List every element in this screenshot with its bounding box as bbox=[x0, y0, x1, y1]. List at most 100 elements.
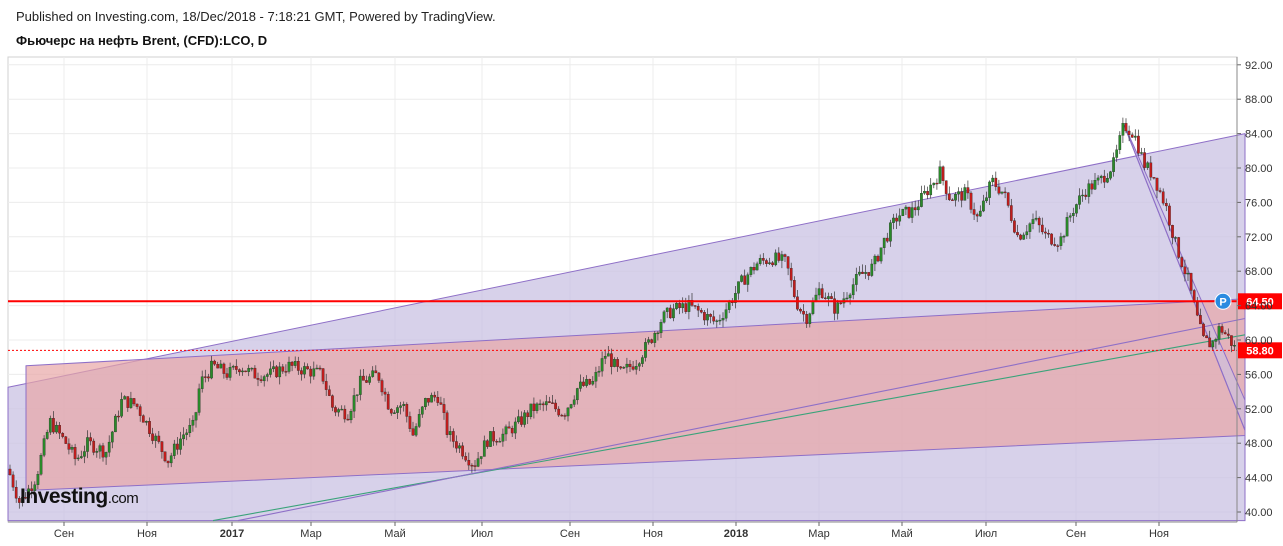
candle-body bbox=[461, 445, 464, 457]
candle-body bbox=[1099, 175, 1103, 179]
candle-body bbox=[904, 206, 908, 210]
candle-body bbox=[808, 313, 812, 324]
candle-body bbox=[343, 408, 347, 420]
candle-body bbox=[244, 370, 247, 373]
candle-body bbox=[684, 303, 688, 312]
green-trendline bbox=[212, 334, 1246, 522]
candle-body bbox=[1034, 217, 1038, 220]
candle-body bbox=[489, 431, 492, 447]
candle-body bbox=[1115, 149, 1119, 158]
candle-body bbox=[737, 281, 740, 294]
candle-body bbox=[114, 415, 117, 433]
candle-body bbox=[923, 191, 926, 194]
candle-body bbox=[625, 363, 629, 368]
candle-body bbox=[160, 441, 164, 452]
candle-body bbox=[544, 401, 548, 406]
candle-body bbox=[969, 192, 973, 210]
candle-body bbox=[1226, 333, 1230, 336]
candle-body bbox=[823, 297, 827, 300]
candle-body bbox=[293, 361, 297, 366]
candle-body bbox=[656, 332, 660, 335]
candle-body bbox=[820, 288, 824, 299]
candle-body bbox=[606, 353, 610, 357]
candle-body bbox=[231, 365, 235, 368]
candle-body bbox=[1025, 231, 1029, 236]
candle-body bbox=[575, 388, 579, 401]
candle-body bbox=[1062, 235, 1066, 238]
candle-body bbox=[991, 177, 995, 183]
candle-body bbox=[389, 409, 393, 414]
candle-body bbox=[151, 433, 154, 441]
candle-body bbox=[166, 460, 170, 464]
candle-body bbox=[1124, 123, 1128, 132]
candle-body bbox=[944, 180, 948, 194]
candle-body bbox=[513, 421, 517, 434]
candle-body bbox=[1143, 152, 1146, 168]
candle-body bbox=[1109, 171, 1112, 179]
candle-body bbox=[668, 307, 672, 319]
candle-body bbox=[982, 200, 985, 212]
candle-body bbox=[278, 366, 282, 378]
candle-body bbox=[79, 456, 83, 459]
candle-body bbox=[21, 497, 24, 503]
candle-body bbox=[848, 294, 852, 299]
y-tick-label: 56.00 bbox=[1245, 369, 1273, 381]
candle-body bbox=[1016, 232, 1019, 236]
candle-body bbox=[703, 312, 706, 321]
candle-body bbox=[321, 368, 325, 382]
candle-body bbox=[464, 456, 468, 461]
marker-circle bbox=[1214, 292, 1232, 310]
candle-body bbox=[985, 197, 988, 202]
candle-body bbox=[799, 309, 802, 312]
candle-body bbox=[374, 370, 378, 374]
candle-body bbox=[659, 322, 663, 334]
candle-body bbox=[1013, 220, 1016, 233]
candle-body bbox=[734, 293, 737, 303]
candle-body bbox=[349, 411, 353, 421]
candle-body bbox=[402, 404, 406, 406]
candle-body bbox=[238, 369, 241, 373]
candle-body bbox=[1000, 191, 1004, 194]
candle-body bbox=[1009, 205, 1013, 221]
candle-body bbox=[1102, 175, 1106, 183]
candle-body bbox=[1137, 135, 1140, 154]
candle-body bbox=[1019, 234, 1022, 240]
candle-body bbox=[182, 434, 185, 440]
candle-body bbox=[579, 381, 582, 389]
candle-body bbox=[281, 366, 285, 372]
candle-body bbox=[45, 432, 49, 439]
candle-body bbox=[994, 177, 998, 187]
candle-body bbox=[988, 181, 991, 198]
candle-body bbox=[920, 193, 923, 207]
candle-body bbox=[901, 208, 905, 216]
candle-body bbox=[352, 395, 356, 412]
candle-body bbox=[241, 370, 244, 373]
candle-body bbox=[538, 403, 542, 405]
candle-body bbox=[334, 407, 337, 413]
candle-body bbox=[895, 217, 898, 222]
candle-body bbox=[455, 441, 458, 449]
candle-body bbox=[1164, 203, 1168, 207]
x-tick-label: Мар bbox=[808, 528, 830, 540]
candle-body bbox=[913, 207, 917, 211]
candle-body bbox=[796, 296, 799, 310]
candle-body bbox=[622, 367, 626, 369]
resistance-tag bbox=[1238, 293, 1282, 310]
candle-body bbox=[467, 459, 471, 466]
candle-body bbox=[145, 421, 148, 423]
candle-body bbox=[541, 403, 545, 406]
candle-body bbox=[393, 412, 396, 414]
candle-body bbox=[55, 424, 58, 433]
candle-body bbox=[1202, 323, 1205, 336]
candle-body bbox=[517, 416, 520, 423]
candle-body bbox=[628, 363, 632, 367]
candle-body bbox=[951, 199, 954, 201]
x-tick-label: Сен bbox=[1066, 528, 1086, 540]
current-price-tag bbox=[1238, 342, 1282, 359]
candle-body bbox=[746, 274, 750, 285]
candle-body bbox=[399, 405, 402, 408]
candle-body bbox=[597, 370, 601, 373]
candle-body bbox=[761, 258, 765, 261]
candle-body bbox=[566, 407, 570, 417]
